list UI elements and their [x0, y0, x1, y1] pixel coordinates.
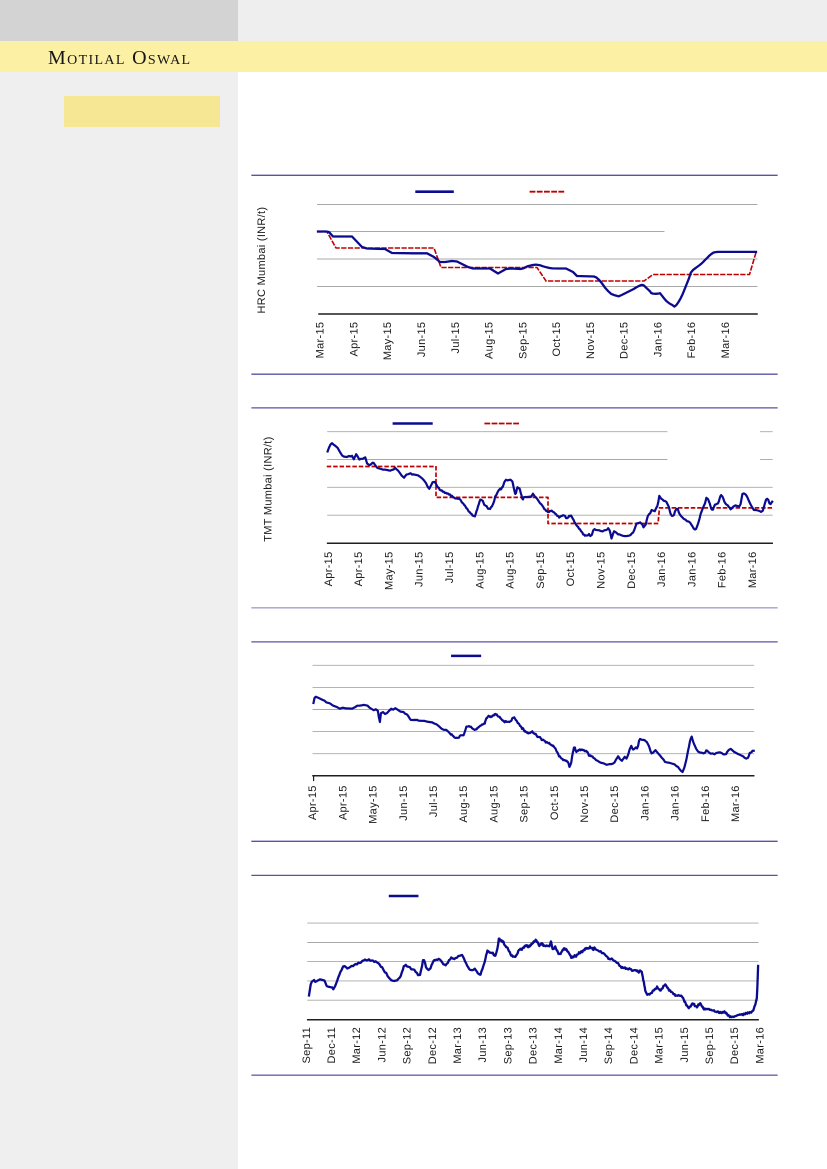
svg-text:Feb-16: Feb-16 — [717, 552, 729, 589]
svg-text:Jun-12: Jun-12 — [376, 1027, 388, 1062]
svg-text:Nov-15: Nov-15 — [585, 322, 597, 359]
svg-text:Jun-15: Jun-15 — [679, 1027, 691, 1062]
svg-text:Apr-15: Apr-15 — [307, 785, 319, 820]
svg-text:Jul-15: Jul-15 — [450, 322, 462, 354]
svg-text:Dec-15: Dec-15 — [619, 322, 631, 359]
svg-text:Nov-15: Nov-15 — [596, 552, 608, 589]
svg-text:Jul-15: Jul-15 — [444, 552, 456, 584]
svg-text:Mar-15: Mar-15 — [654, 1027, 666, 1064]
svg-text:Dec-11: Dec-11 — [326, 1027, 338, 1063]
svg-text:HRC Mumbai (INR/t): HRC Mumbai (INR/t) — [256, 207, 268, 314]
svg-text:Jun-15: Jun-15 — [416, 322, 428, 357]
svg-text:Oct-15: Oct-15 — [549, 785, 561, 820]
svg-text:Apr-15: Apr-15 — [353, 552, 365, 587]
svg-text:Jun-13: Jun-13 — [477, 1027, 489, 1062]
svg-text:Aug-15: Aug-15 — [458, 785, 470, 822]
svg-text:Dec-15: Dec-15 — [626, 552, 638, 589]
svg-text:Jul-15: Jul-15 — [428, 785, 440, 817]
svg-text:Mar-16: Mar-16 — [747, 552, 759, 589]
svg-text:Jan-16: Jan-16 — [686, 552, 698, 587]
svg-text:Feb-16: Feb-16 — [686, 322, 698, 359]
svg-text:Dec-12: Dec-12 — [427, 1027, 439, 1064]
svg-text:Nov-15: Nov-15 — [579, 785, 591, 822]
svg-text:Sep-15: Sep-15 — [519, 785, 531, 822]
svg-text:Aug-15: Aug-15 — [484, 322, 496, 359]
svg-text:Dec-14: Dec-14 — [628, 1027, 640, 1064]
svg-text:Oct-15: Oct-15 — [565, 552, 577, 587]
svg-text:Sep-15: Sep-15 — [535, 552, 547, 589]
svg-text:Jun-15: Jun-15 — [414, 552, 426, 587]
svg-text:Apr-15: Apr-15 — [323, 552, 335, 587]
svg-text:Jan-16: Jan-16 — [670, 785, 682, 820]
svg-text:May-15: May-15 — [368, 785, 380, 823]
svg-text:Apr-15: Apr-15 — [337, 785, 349, 820]
svg-text:Apr-15: Apr-15 — [349, 322, 361, 357]
svg-text:Mar-16: Mar-16 — [754, 1027, 766, 1064]
svg-text:Jan-16: Jan-16 — [639, 785, 651, 820]
svg-text:Aug-15: Aug-15 — [505, 552, 517, 589]
svg-text:Sep-14: Sep-14 — [603, 1027, 615, 1064]
svg-text:Sep-13: Sep-13 — [502, 1027, 514, 1064]
svg-text:Mar-16: Mar-16 — [730, 785, 742, 822]
svg-text:Dec-15: Dec-15 — [609, 785, 621, 822]
svg-text:Sep-11: Sep-11 — [301, 1027, 313, 1063]
svg-text:Feb-16: Feb-16 — [700, 785, 712, 822]
svg-text:Dec-13: Dec-13 — [528, 1027, 540, 1064]
svg-text:Sep-15: Sep-15 — [517, 322, 529, 359]
svg-text:Mar-15: Mar-15 — [315, 322, 327, 359]
svg-text:Oct-15: Oct-15 — [551, 322, 563, 357]
svg-text:May-15: May-15 — [383, 552, 395, 590]
svg-text:Mar-16: Mar-16 — [720, 322, 732, 359]
svg-text:Sep-15: Sep-15 — [704, 1027, 716, 1064]
svg-text:TMT Mumbai (INR/t): TMT Mumbai (INR/t) — [263, 436, 275, 541]
svg-text:Mar-13: Mar-13 — [452, 1027, 464, 1064]
svg-text:May-15: May-15 — [382, 322, 394, 360]
svg-text:Aug-15: Aug-15 — [474, 552, 486, 589]
svg-text:Aug-15: Aug-15 — [488, 785, 500, 822]
svg-text:Mar-12: Mar-12 — [351, 1027, 363, 1064]
svg-text:Jun-15: Jun-15 — [398, 785, 410, 820]
svg-text:Jun-14: Jun-14 — [578, 1027, 590, 1062]
svg-text:Jan-16: Jan-16 — [656, 552, 668, 587]
svg-text:Sep-12: Sep-12 — [402, 1027, 414, 1064]
svg-text:Jan-16: Jan-16 — [652, 322, 664, 357]
svg-text:Mar-14: Mar-14 — [553, 1027, 565, 1064]
svg-text:Dec-15: Dec-15 — [729, 1027, 741, 1064]
